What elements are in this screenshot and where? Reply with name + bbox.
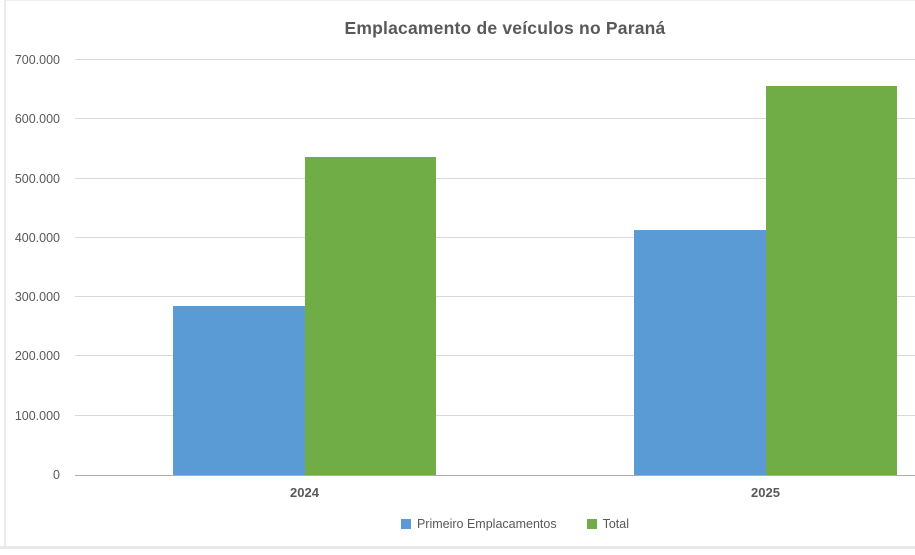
window-top-border [4, 0, 915, 1]
x-axis-line [75, 475, 915, 476]
bar-primeiro-emplacamentos-2024 [173, 306, 305, 475]
y-tick-label: 0 [53, 468, 60, 482]
category-label-2025: 2025 [751, 485, 780, 500]
legend-item-primeiro-emplacamentos: Primeiro Emplacamentos [400, 517, 557, 531]
bar-total-2025 [765, 85, 897, 475]
gridline [75, 118, 915, 120]
y-tick-label: 300.000 [14, 290, 60, 305]
bar-group-2024 [173, 60, 436, 475]
y-tick-label: 700.000 [14, 53, 60, 67]
bar-primeiro-emplacamentos-2025 [634, 230, 766, 475]
gridline [75, 355, 915, 357]
legend-item-total: Total [586, 517, 630, 531]
y-tick-label: 500.000 [14, 171, 60, 186]
category-label-2024: 2024 [290, 485, 319, 500]
plot-area [75, 59, 915, 476]
y-tick-label: 100.000 [14, 408, 60, 423]
chart-title: Emplacamento de veículos no Paraná [344, 18, 666, 38]
gridline [75, 59, 915, 60]
legend-label-total: Total [602, 517, 630, 531]
bar-total-2024 [304, 157, 436, 475]
y-tick-label: 600.000 [14, 112, 60, 127]
bar-group-2025 [634, 60, 897, 475]
legend-swatch-blue-icon [400, 519, 411, 529]
y-tick-label: 200.000 [14, 349, 60, 364]
window-left-border [4, 0, 6, 548]
legend-label-primeiro-emplacamentos: Primeiro Emplacamentos [416, 517, 557, 531]
window-bottom-border [0, 546, 915, 549]
legend-swatch-green-icon [586, 519, 597, 529]
gridline [75, 414, 915, 416]
gridline [75, 236, 915, 238]
y-tick-label: 400.000 [14, 230, 60, 245]
y-axis: 0 100.000 200.000 300.000 400.000 500.000 600.… [0, 53, 60, 482]
legend: Primeiro Emplacamentos Total [0, 517, 915, 531]
gridline [75, 296, 915, 298]
gridline [75, 177, 915, 179]
